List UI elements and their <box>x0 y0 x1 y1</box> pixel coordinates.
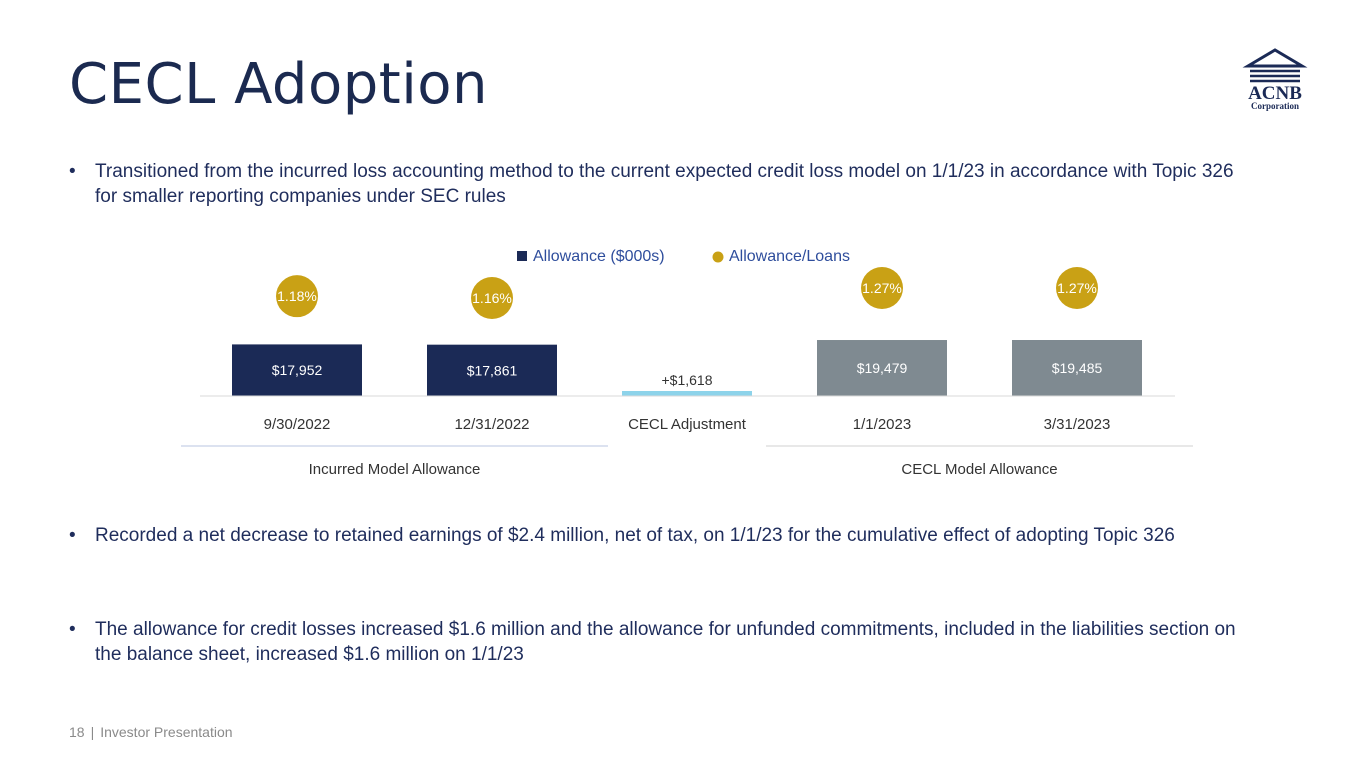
bar-label-3: +$1,618 <box>662 372 713 388</box>
bullet-text: Recorded a net decrease to retained earn… <box>95 525 1175 546</box>
category-label-5: 3/31/2023 <box>1044 416 1111 433</box>
ratio-label-2: 1.16% <box>472 290 512 306</box>
category-label-1: 9/30/2022 <box>264 416 331 433</box>
bar-label-4: $19,479 <box>857 360 908 376</box>
category-label-2: 12/31/2022 <box>454 416 529 433</box>
bullet-text: Transitioned from the incurred loss acco… <box>95 161 1234 207</box>
footer-label: Investor Presentation <box>100 724 233 740</box>
acnb-logo: ACNB Corporation <box>1242 48 1308 111</box>
group-label-2: CECL Model Allowance <box>901 461 1057 478</box>
bar-4 <box>817 340 947 396</box>
bar-2 <box>427 344 557 396</box>
bar-1 <box>232 344 362 396</box>
bullet-1: • Transitioned from the incurred loss ac… <box>69 159 1249 209</box>
category-label-3: CECL Adjustment <box>628 416 747 433</box>
page-number: 18 <box>69 724 85 740</box>
bullet-2: • Recorded a net decrease to retained ea… <box>69 523 1249 548</box>
legend-marker-ratio <box>712 251 724 263</box>
bar-label-2: $17,861 <box>467 362 518 378</box>
legend-marker-allowance <box>517 251 527 261</box>
bullet-text: The allowance for credit losses increase… <box>95 619 1236 665</box>
ratio-point-5 <box>1056 267 1098 309</box>
ratio-label-5: 1.27% <box>1057 280 1097 296</box>
ratio-point-2 <box>471 277 513 319</box>
logo-text: ACNB <box>1248 83 1302 104</box>
group-label-1: Incurred Model Allowance <box>309 461 481 478</box>
bar-5 <box>1012 340 1142 396</box>
allowance-chart: Allowance ($000s) Allowance/Loans $17,952 $… <box>181 248 1193 478</box>
category-label-4: 1/1/2023 <box>853 416 911 433</box>
ratio-label-1: 1.18% <box>277 288 317 304</box>
page-title: CECL Adoption <box>69 52 489 117</box>
bar-label-1: $17,952 <box>272 362 323 378</box>
bullet-marker: • <box>69 161 76 182</box>
ratio-point-4 <box>861 267 903 309</box>
legend-label-ratio: Allowance/Loans <box>729 248 850 265</box>
bullet-3: • The allowance for credit losses increa… <box>69 617 1249 667</box>
ratio-point-1 <box>276 275 318 318</box>
ratio-label-4: 1.27% <box>862 280 902 296</box>
bar-label-5: $19,485 <box>1052 360 1103 376</box>
bullet-marker: • <box>69 619 76 640</box>
bullet-marker: • <box>69 525 76 546</box>
footer: 18 | Investor Presentation <box>69 724 233 740</box>
footer-separator: | <box>90 724 95 740</box>
bar-3 <box>622 391 752 396</box>
legend-label-allowance: Allowance ($000s) <box>533 248 665 265</box>
logo-subtext: Corporation <box>1251 101 1299 111</box>
